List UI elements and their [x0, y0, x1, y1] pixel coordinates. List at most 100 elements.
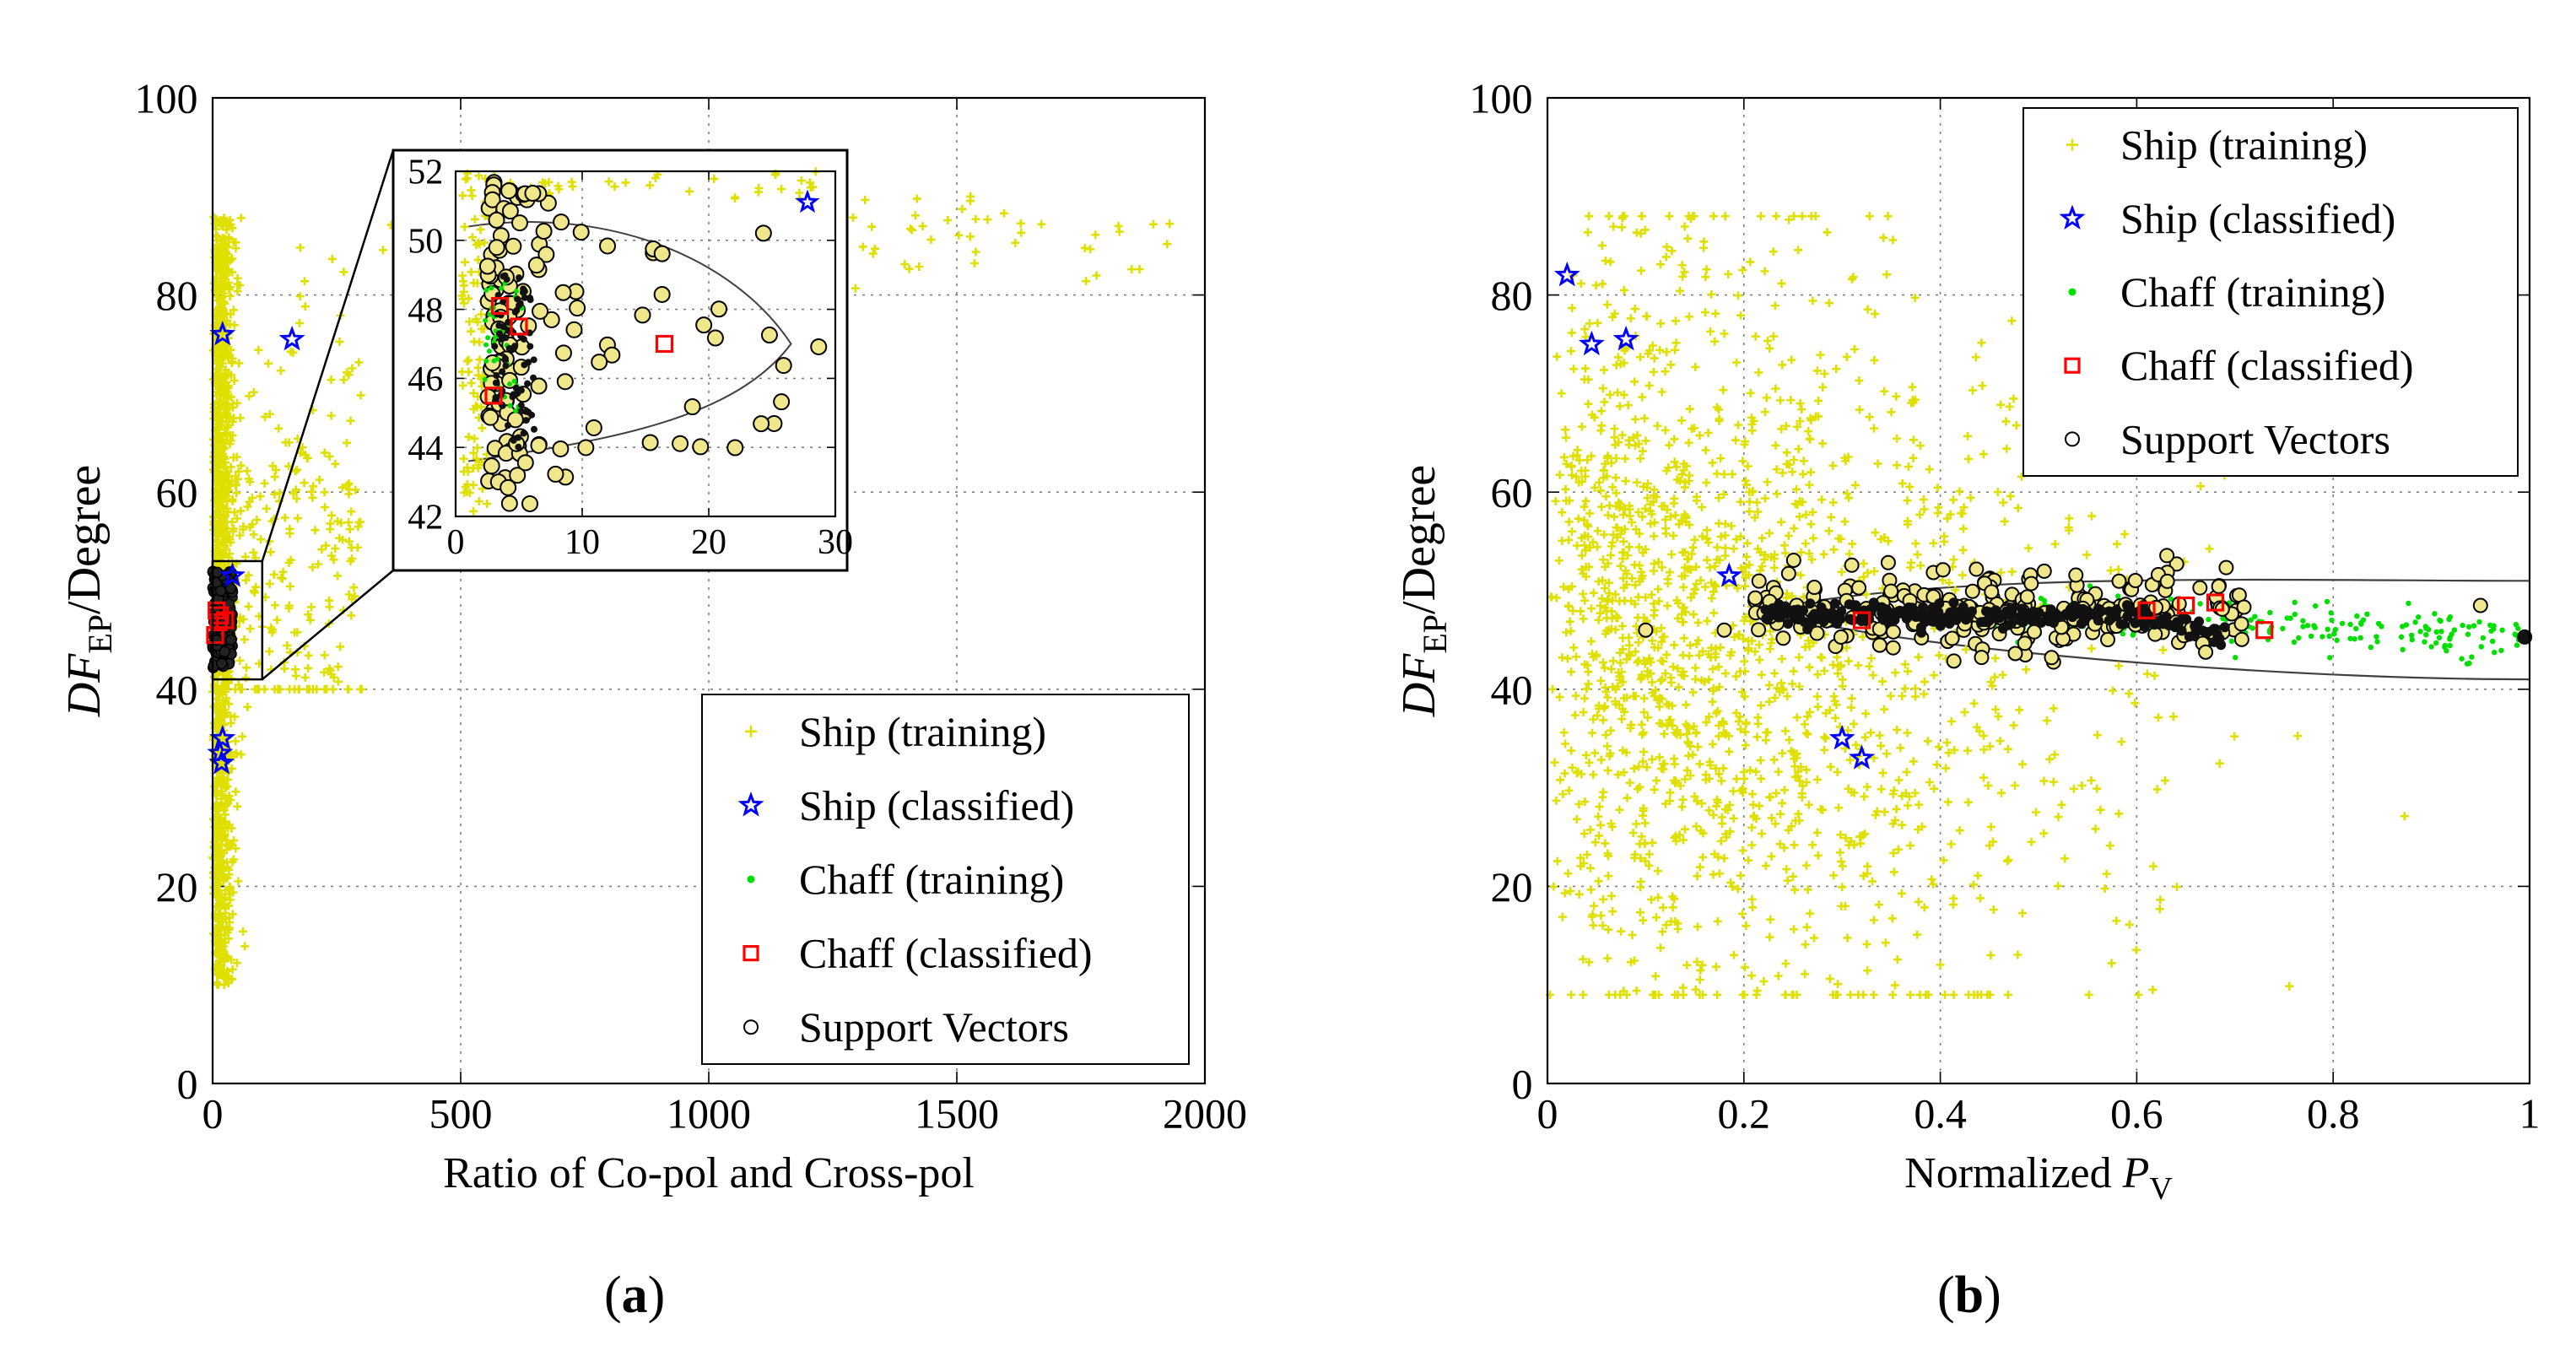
- b-ship-training-point: [1594, 877, 1603, 886]
- b-ship-training-point: [1909, 757, 1918, 766]
- b-ship-training-point: [1562, 459, 1571, 468]
- b-dense-point: [2006, 618, 2017, 629]
- a-ship-training-point: [868, 249, 878, 258]
- a-ship-training-point: [314, 559, 323, 569]
- b-ship-training-point: [1883, 537, 1893, 546]
- b-ship-training-point: [1812, 775, 1822, 784]
- b-ship-training-point: [1760, 555, 1769, 565]
- b-chaff-training-point: [2373, 634, 2379, 640]
- b-ship-training-point: [1639, 708, 1649, 717]
- b-support-vector: [1785, 552, 1801, 568]
- b-ship-training-point: [1855, 376, 1864, 386]
- b-ship-training-point: [1821, 733, 1830, 743]
- b-ship-training-point: [1869, 754, 1878, 763]
- b-ship-training-point: [2108, 686, 2117, 695]
- b-ship-training-point: [1580, 797, 1590, 807]
- b-ship-training-point: [2400, 812, 2409, 821]
- b-ship-training-point: [2069, 784, 2078, 793]
- b-ship-training-point: [1758, 533, 1767, 543]
- b-ship-training-point: [1572, 451, 1581, 460]
- a-inset-ship-training-point: [710, 174, 719, 183]
- b-ship-training-point: [1808, 296, 1817, 305]
- b-ship-training-point: [1569, 606, 1578, 615]
- b-ship-training-point: [1721, 829, 1731, 839]
- b-ship-training-point: [2049, 704, 2058, 713]
- b-ship-training-point: [1837, 857, 1846, 867]
- b-ship-training-point: [1703, 534, 1712, 543]
- a-inset-support-vector: [634, 306, 651, 324]
- b-ship-training-point: [1667, 550, 1677, 559]
- b-ship-training-point: [1920, 689, 1929, 699]
- b-ship-training-point: [1863, 568, 1872, 577]
- a-ship-training-point: [265, 409, 274, 419]
- b-ship-training-point: [1697, 503, 1706, 512]
- a-ship-training-point: [216, 889, 225, 899]
- a-ship-training-point: [910, 211, 920, 220]
- a-ship-training-point: [321, 541, 331, 550]
- b-ship-training-point: [1789, 872, 1798, 881]
- a-ship-training-point: [344, 518, 354, 527]
- b-ship-training-point: [1612, 523, 1622, 532]
- b-support-vector: [2198, 644, 2214, 660]
- b-ship-training-point: [1657, 387, 1666, 397]
- b-ship-training-point: [1589, 715, 1598, 724]
- b-ship-training-point: [1634, 440, 1644, 449]
- b-ship-training-point: [1820, 667, 1829, 676]
- a-inset-ship-training-point: [478, 424, 487, 433]
- b-ship-training-point: [1819, 549, 1828, 559]
- b-ship-training-point: [1908, 382, 1917, 392]
- b-support-vector: [1844, 557, 1860, 573]
- b-ship-training-point: [1921, 990, 1931, 999]
- b-chaff-training-point: [2287, 615, 2293, 621]
- a-ship-training-point: [228, 517, 237, 527]
- b-ship-training-point: [2039, 829, 2049, 838]
- b-support-vector: [2026, 624, 2042, 640]
- b-ship-training-point: [1704, 712, 1714, 721]
- b-ship-training-point: [1666, 716, 1675, 725]
- b-ship-training-point: [2087, 511, 2097, 521]
- a-ship-training-point: [236, 213, 246, 223]
- a-inset-dense-point: [500, 298, 507, 305]
- b-ylabel: DFEP/Degree: [1393, 465, 1454, 718]
- b-ship-training-point: [1881, 938, 1890, 948]
- b-ship-training-point: [1830, 696, 1839, 705]
- a-inset-support-vector: [754, 224, 772, 242]
- b-ship-training-point: [1767, 639, 1776, 648]
- b-ship-training-point: [1608, 596, 1617, 605]
- a-ship-training-point: [221, 886, 230, 895]
- b-support-vector: [1984, 584, 2000, 600]
- b-ship-training-point: [1769, 563, 1779, 572]
- b-ship-training-point: [1634, 507, 1643, 516]
- a-ship-training-point: [270, 489, 279, 499]
- a-inset-ytick-label: 46: [408, 360, 443, 399]
- b-ship-training-point: [2125, 920, 2134, 929]
- b-support-vector: [2148, 599, 2164, 615]
- a-ship-training-point: [970, 259, 980, 268]
- b-ship-training-point: [1654, 585, 1663, 594]
- a-ship-training-point: [224, 870, 234, 879]
- a-ship-training-point: [861, 195, 870, 204]
- b-ship-training-point: [1893, 434, 1902, 443]
- a-ship-training-point: [213, 285, 223, 294]
- b-ship-training-point: [1871, 528, 1880, 538]
- b-ship-training-point: [1617, 715, 1627, 724]
- b-ship-training-point: [1635, 561, 1644, 570]
- b-dense-point: [1883, 608, 1894, 619]
- b-ship-training-point: [1683, 234, 1693, 243]
- b-ship-training-point: [1772, 489, 1781, 499]
- b-ship-training-point: [1790, 456, 1799, 465]
- b-ship-training-point: [1806, 909, 1815, 918]
- b-ship-training-point: [1589, 770, 1598, 780]
- b-ship-training-point: [1561, 425, 1570, 435]
- b-ship-training-point: [1847, 787, 1856, 797]
- b-ship-training-point: [1730, 632, 1739, 641]
- b-ship-training-point: [1838, 675, 1847, 684]
- b-ship-training-point: [1711, 581, 1720, 591]
- b-ship-training-point: [1808, 840, 1817, 850]
- b-ship-training-point: [1773, 684, 1782, 693]
- b-ship-training-point: [1848, 539, 1857, 548]
- b-ship-training-point: [1666, 360, 1676, 370]
- b-ship-training-point: [1606, 726, 1615, 735]
- b-ship-training-point: [1790, 762, 1800, 771]
- a-inset-ship-training-point: [462, 174, 472, 183]
